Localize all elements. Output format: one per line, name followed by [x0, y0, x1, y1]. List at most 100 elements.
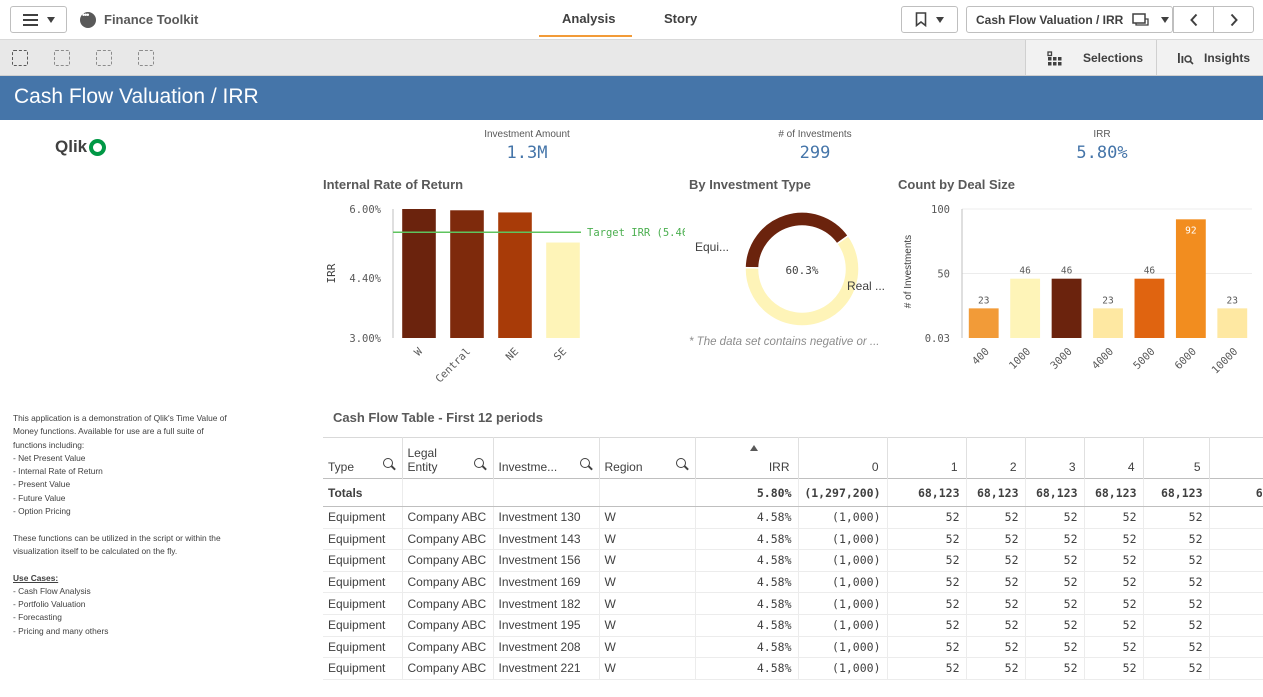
previous-sheet-button[interactable] [1173, 6, 1214, 33]
table-cell[interactable]: 68,123 [966, 478, 1026, 507]
clear-selections-icon[interactable] [138, 50, 154, 66]
table-cell[interactable]: 52 [966, 636, 1026, 659]
app-name[interactable]: Finance Toolkit [104, 12, 199, 27]
table-row[interactable]: Equipment Company ABC Investment 208 W 4.58%… [323, 636, 1263, 659]
table-cell[interactable]: 68,123 [1025, 478, 1085, 507]
smart-search-icon[interactable] [12, 50, 28, 66]
column-header-period-3[interactable]: 3 [1025, 437, 1085, 479]
table-row[interactable]: Equipment Company ABC Investment 182 W 4.58%… [323, 592, 1263, 615]
table-cell[interactable]: (1,000) [798, 614, 888, 637]
table-cell[interactable]: Equipment [323, 636, 403, 659]
table-cell[interactable]: 52 [1025, 636, 1085, 659]
kpi-number-of-investments[interactable]: # of Investments 299 [715, 129, 915, 163]
navigation-menu-button[interactable] [10, 6, 67, 33]
table-cell[interactable]: 4.58% [695, 528, 799, 551]
table-cell[interactable]: 52 [1084, 571, 1144, 594]
table-cell[interactable]: Company ABC [402, 571, 494, 594]
table-cell[interactable]: 52 [1084, 614, 1144, 637]
table-cell[interactable]: Company ABC [402, 614, 494, 637]
table-cell[interactable]: 52 [1025, 614, 1085, 637]
table-cell[interactable]: Investment 143 [493, 528, 600, 551]
table-cell[interactable]: 52 [1143, 657, 1210, 680]
totals-row[interactable]: Totals 5.80% (1,297,200) 68,123 68,123 68,123… [323, 478, 1263, 507]
column-header-irr[interactable]: IRR [695, 437, 799, 479]
table-cell[interactable]: W [599, 571, 696, 594]
table-cell[interactable]: Investment 169 [493, 571, 600, 594]
table-cell[interactable]: (1,000) [798, 506, 888, 529]
table-cell[interactable]: 4.58% [695, 592, 799, 615]
table-cell[interactable]: Equipment [323, 506, 403, 529]
table-cell[interactable] [1209, 571, 1263, 594]
table-cell[interactable]: Equipment [323, 614, 403, 637]
table-cell[interactable]: 52 [1025, 549, 1085, 572]
table-cell[interactable] [1209, 592, 1263, 615]
table-cell[interactable]: (1,000) [798, 571, 888, 594]
table-cell[interactable]: 4.58% [695, 614, 799, 637]
table-cell[interactable]: Company ABC [402, 657, 494, 680]
table-cell[interactable]: (1,297,200) [798, 478, 888, 507]
table-cell[interactable]: 4.58% [695, 506, 799, 529]
table-cell[interactable]: Company ABC [402, 636, 494, 659]
table-cell[interactable]: 52 [1025, 592, 1085, 615]
insights-button[interactable]: Insights [1156, 40, 1263, 75]
table-cell[interactable]: 52 [887, 506, 967, 529]
bookmarks-button[interactable] [901, 6, 958, 33]
tab-analysis[interactable]: Analysis [562, 11, 616, 26]
table-cell[interactable]: 52 [966, 657, 1026, 680]
table-cell[interactable]: 52 [1084, 506, 1144, 529]
column-header-period-6[interactable] [1209, 437, 1263, 479]
table-cell[interactable]: 68, [1209, 478, 1263, 507]
table-cell[interactable]: 4.58% [695, 571, 799, 594]
table-cell[interactable]: Investment 130 [493, 506, 600, 529]
table-cell[interactable]: 52 [1084, 636, 1144, 659]
sheet-selector[interactable]: Cash Flow Valuation / IRR [966, 6, 1173, 33]
table-row[interactable]: Equipment Company ABC Investment 221 W 4.58%… [323, 657, 1263, 680]
table-cell[interactable]: 52 [887, 657, 967, 680]
table-cell[interactable]: W [599, 614, 696, 637]
table-cell[interactable]: Investment 221 [493, 657, 600, 680]
table-cell[interactable]: 52 [1143, 528, 1210, 551]
table-cell[interactable]: Equipment [323, 528, 403, 551]
table-cell[interactable]: 52 [1143, 592, 1210, 615]
table-cell[interactable]: 52 [1143, 636, 1210, 659]
table-cell[interactable] [1209, 636, 1263, 659]
table-cell[interactable]: Investment 208 [493, 636, 600, 659]
kpi-irr[interactable]: IRR 5.80% [1002, 129, 1202, 163]
selections-button[interactable]: Selections [1025, 40, 1156, 75]
table-cell[interactable]: 4.58% [695, 636, 799, 659]
table-cell[interactable]: 52 [1025, 506, 1085, 529]
investment-type-pie-chart[interactable]: Equi... Real ... 60.3% * The data set conta… [686, 195, 891, 360]
table-cell[interactable] [402, 478, 494, 507]
tab-story[interactable]: Story [664, 11, 698, 26]
column-header-region[interactable]: Region [599, 437, 696, 479]
table-cell[interactable] [1209, 506, 1263, 529]
table-cell[interactable]: 52 [1025, 571, 1085, 594]
table-cell[interactable]: 68,123 [1143, 478, 1210, 507]
table-cell[interactable] [1209, 614, 1263, 637]
table-cell[interactable] [1209, 549, 1263, 572]
next-sheet-button[interactable] [1213, 6, 1254, 33]
table-cell[interactable]: Investment 195 [493, 614, 600, 637]
table-cell[interactable]: (1,000) [798, 657, 888, 680]
table-cell[interactable]: (1,000) [798, 528, 888, 551]
column-header-type[interactable]: Type [323, 437, 403, 479]
table-cell[interactable]: W [599, 528, 696, 551]
table-cell[interactable] [599, 478, 696, 507]
table-cell[interactable]: Company ABC [402, 528, 494, 551]
irr-bar-chart[interactable]: 3.00% 4.40% 6.00% IRR W Central NE SE Target IRR… [320, 195, 685, 390]
table-cell[interactable]: W [599, 636, 696, 659]
step-back-icon[interactable] [54, 50, 70, 66]
search-icon[interactable] [473, 458, 484, 468]
step-forward-icon[interactable] [96, 50, 112, 66]
table-cell[interactable]: Totals [323, 478, 403, 507]
table-cell[interactable]: Investment 156 [493, 549, 600, 572]
table-cell[interactable]: 52 [966, 549, 1026, 572]
table-cell[interactable]: 52 [1084, 592, 1144, 615]
table-cell[interactable]: 52 [887, 549, 967, 572]
table-cell[interactable]: Company ABC [402, 549, 494, 572]
search-icon[interactable] [675, 458, 686, 468]
column-header-investment[interactable]: Investme... [493, 437, 600, 479]
table-cell[interactable]: 52 [1143, 571, 1210, 594]
table-cell[interactable]: 4.58% [695, 657, 799, 680]
table-cell[interactable]: Investment 182 [493, 592, 600, 615]
